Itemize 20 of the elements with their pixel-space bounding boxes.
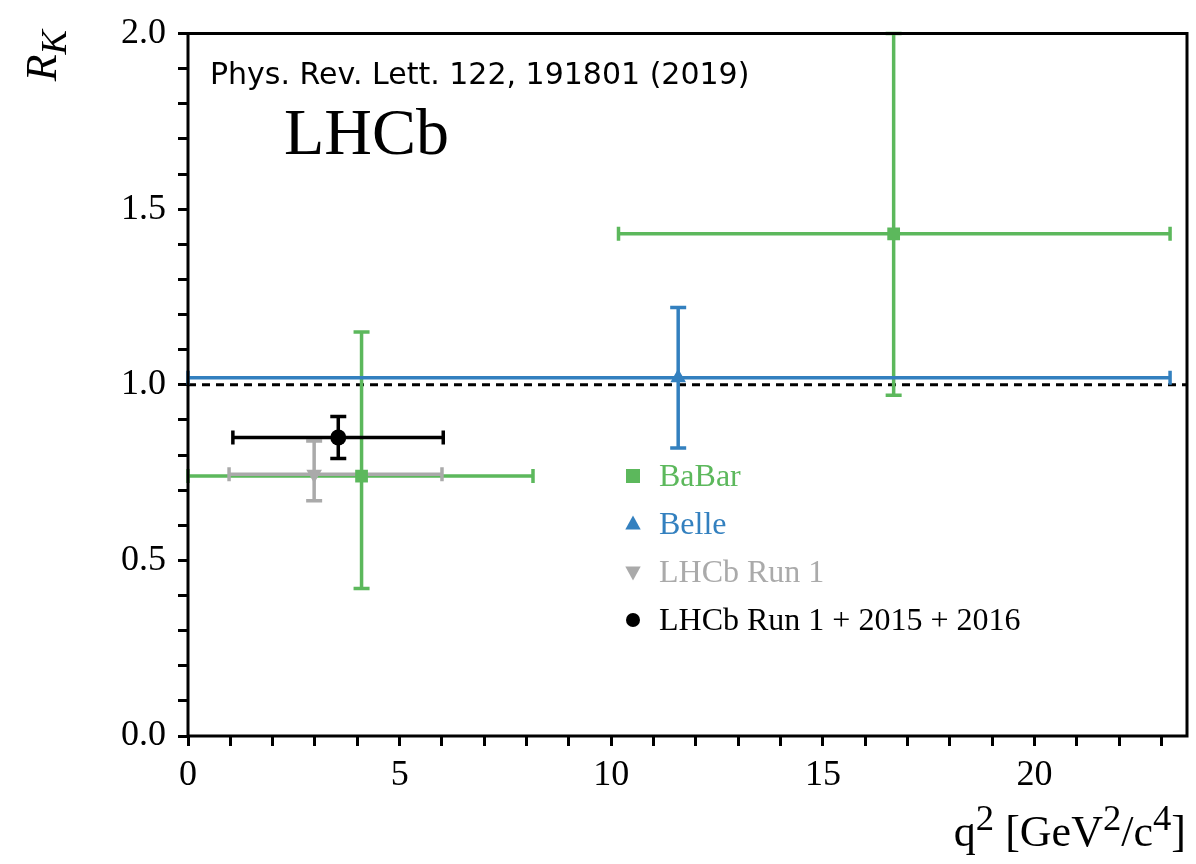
y-tick-label: 0.5 bbox=[121, 537, 166, 578]
y-tick-label: 1.0 bbox=[121, 362, 166, 403]
annotation: LHCb bbox=[284, 94, 449, 168]
point bbox=[330, 429, 347, 446]
y-tick-label: 1.5 bbox=[121, 186, 166, 227]
legend-label: LHCb Run 1 + 2015 + 2016 bbox=[659, 601, 1021, 638]
point bbox=[887, 227, 901, 241]
x-tick-label: 20 bbox=[1016, 753, 1053, 794]
x-tick-label: 10 bbox=[593, 753, 630, 794]
point bbox=[355, 469, 368, 483]
x-axis-title: q$^{2}$ [GeV$^{2}$/c$^{4}$] bbox=[953, 797, 1186, 856]
annotation: Phys. Rev. Lett. 122, 191801 (2019) bbox=[210, 55, 750, 91]
y-tick-label: 2.0 bbox=[121, 11, 166, 52]
x-tick-label: 5 bbox=[390, 753, 409, 794]
y-tick-label: 0.0 bbox=[121, 713, 166, 754]
legend-label: BaBar bbox=[659, 457, 742, 494]
x-tick-label: 0 bbox=[179, 753, 197, 794]
legend-label: LHCb Run 1 bbox=[659, 553, 825, 590]
legend-label: Belle bbox=[659, 505, 727, 542]
x-tick-label: 15 bbox=[804, 753, 841, 794]
